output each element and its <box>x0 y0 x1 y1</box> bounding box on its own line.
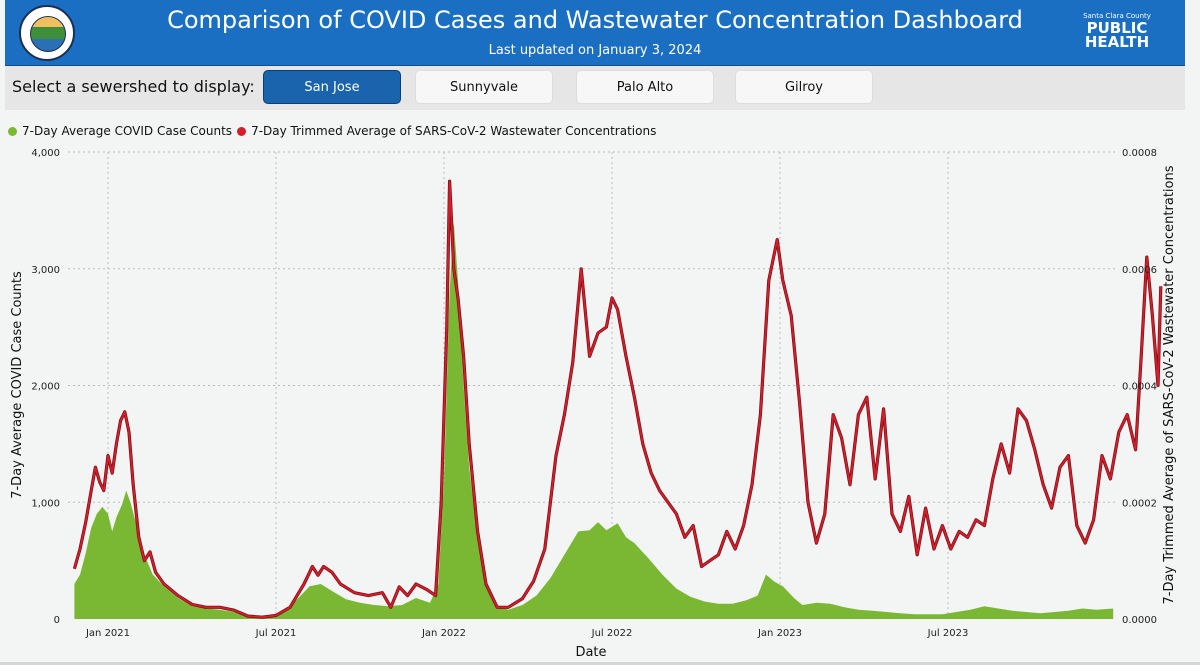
logo-health-text: HEALTH <box>1084 33 1150 51</box>
x-tick-label: Jul 2022 <box>591 628 633 639</box>
legend-label-wastewater: 7-Day Trimmed Average of SARS-CoV-2 Wast… <box>251 124 657 138</box>
x-tick-label: Jul 2023 <box>927 628 969 639</box>
case-count-area <box>74 222 1114 619</box>
y2-tick-label: 0.0004 <box>1122 382 1157 393</box>
y-axis-title: 7-Day Average COVID Case Counts <box>10 271 25 499</box>
x-tick-label: Jan 2021 <box>85 628 130 639</box>
logo-public-text: PUBLIC <box>1086 19 1148 37</box>
y2-tick-label: 0.0000 <box>1122 615 1157 626</box>
chart-legend: 7-Day Average COVID Case Counts 7-Day Tr… <box>8 124 656 138</box>
sewershed-button-san-jose[interactable]: San Jose <box>263 70 401 104</box>
selector-label: Select a sewershed to display: <box>12 77 255 96</box>
footer-divider <box>0 662 1200 665</box>
y-tick-label: 4,000 <box>31 148 60 159</box>
legend-marker-cases <box>8 126 17 136</box>
county-seal-logo <box>19 5 75 61</box>
sewershed-button-palo-alto[interactable]: Palo Alto <box>576 70 714 104</box>
wastewater-concentration-line <box>73 180 1162 619</box>
sewershed-button-gilroy[interactable]: Gilroy <box>735 70 873 104</box>
axes-layer: 0 1,000 2,000 3,000 4,000 0.0000 0.0002 0.0004 0… <box>31 148 1157 639</box>
series-layer <box>72 179 1163 619</box>
dashboard-header: Comparison of COVID Cases and Wastewater… <box>5 0 1185 67</box>
last-updated-text: Last updated on January 3, 2024 <box>488 43 702 58</box>
y2-tick-label: 0.0008 <box>1122 148 1157 159</box>
legend-label-cases: 7-Day Average COVID Case Counts <box>22 124 233 138</box>
y-tick-label: 3,000 <box>31 265 60 276</box>
y2-tick-label: 0.0002 <box>1122 498 1157 509</box>
y-tick-label: 1,000 <box>31 498 60 509</box>
public-health-logo: Santa Clara County PUBLIC HEALTH <box>1077 12 1157 51</box>
x-tick-label: Jan 2022 <box>421 628 466 639</box>
legend-marker-wastewater <box>237 126 247 136</box>
page-title: Comparison of COVID Cases and Wastewater… <box>167 6 1023 34</box>
logo-county-text: Santa Clara County <box>1083 12 1151 20</box>
y-tick-label: 2,000 <box>31 382 60 393</box>
y2-tick-label: 0.0006 <box>1122 265 1157 276</box>
sewershed-button-sunnyvale[interactable]: Sunnyvale <box>415 70 553 104</box>
x-tick-label: Jan 2023 <box>757 628 802 639</box>
y-tick-label: 0 <box>54 615 60 626</box>
x-tick-label: Jul 2021 <box>255 628 297 639</box>
x-axis-title: Date <box>575 645 606 660</box>
sewershed-selector: Select a sewershed to display: San Jose … <box>5 66 1185 110</box>
y2-axis-title: 7-Day Trimmed Average of SARS-CoV-2 Wast… <box>1162 165 1177 604</box>
